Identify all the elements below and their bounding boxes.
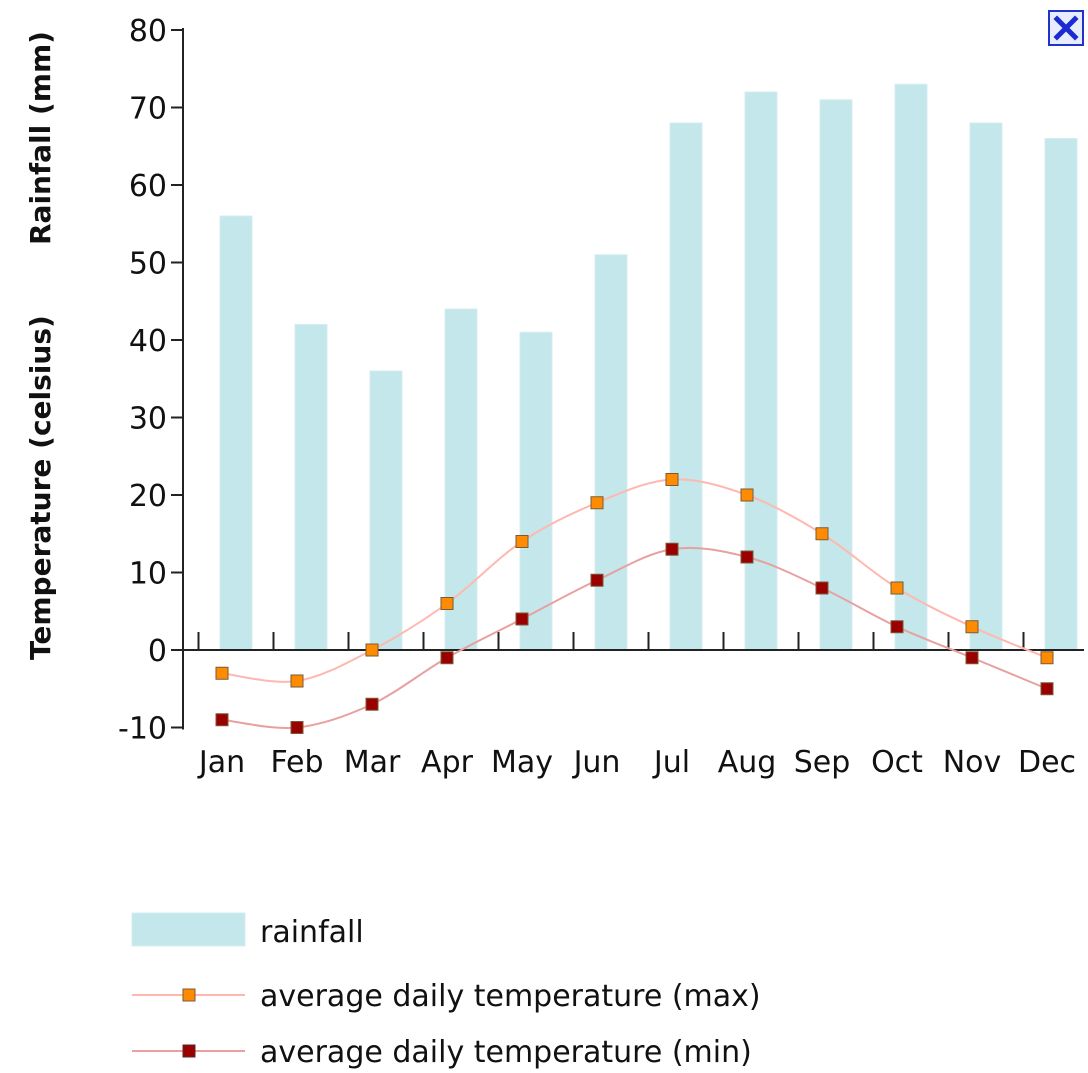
y-tick-label: 50: [129, 247, 167, 282]
rainfall-bar-nov: [969, 122, 1003, 651]
temp-min-point-oct: [890, 620, 904, 634]
legend-marker-temp-min: [182, 1044, 196, 1058]
temp-max-point-aug: [740, 488, 754, 502]
x-tick-label-jul: Jul: [652, 745, 690, 780]
rainfall-bars: [219, 83, 1078, 651]
temp-min-point-apr: [440, 651, 454, 665]
y-axis-label-rainfall: Rainfall (mm): [24, 31, 57, 245]
x-tick-label-aug: Aug: [718, 745, 777, 780]
axes: [182, 28, 1084, 730]
y-axis-label-temperature: Temperature (celsius): [24, 315, 57, 660]
y-tick-label: 70: [129, 92, 167, 127]
legend-label-temp-min: average daily temperature (min): [260, 1035, 752, 1070]
temp-max-point-dec: [1040, 651, 1054, 665]
rainfall-bar-mar: [369, 370, 403, 651]
x-tick-label-sep: Sep: [794, 745, 851, 780]
rainfall-bar-may: [519, 331, 553, 651]
temp-max-point-jun: [590, 496, 604, 510]
temp-min-point-mar: [365, 697, 379, 711]
legend-swatch-rainfall: [131, 912, 246, 947]
y-tick-label: 10: [129, 557, 167, 592]
y-tick-label: -10: [118, 712, 167, 747]
y-tick-label: 40: [129, 324, 167, 359]
close-icon: [1053, 15, 1079, 41]
temp-min-point-may: [515, 612, 529, 626]
y-tick-label: 0: [148, 634, 167, 669]
legend-label-temp-max: average daily temperature (max): [260, 979, 761, 1014]
rainfall-bar-jan: [219, 215, 253, 651]
temperature-lines: [215, 473, 1054, 734]
x-tick-label-may: May: [491, 745, 553, 780]
y-tick-label: 20: [129, 479, 167, 514]
temp-max-point-jul: [665, 473, 679, 486]
temp-min-point-sep: [815, 581, 829, 595]
y-ticks: -10 0 10 20 30 40 50 60 70 80: [118, 14, 183, 747]
temp-min-point-dec: [1040, 682, 1054, 696]
x-tick-label-mar: Mar: [344, 745, 401, 780]
x-tick-label-jan: Jan: [197, 745, 245, 780]
temp-min-point-jan: [215, 713, 229, 727]
x-tick-label-oct: Oct: [871, 745, 923, 780]
temp-max-point-nov: [965, 620, 979, 634]
x-tick-label-feb: Feb: [270, 745, 323, 780]
temp-min-point-nov: [965, 651, 979, 665]
legend: rainfall average daily temperature (max) a…: [131, 912, 761, 1070]
y-tick-label: 30: [129, 402, 167, 437]
x-tick-label-dec: Dec: [1018, 745, 1076, 780]
x-tick-label-apr: Apr: [421, 745, 474, 780]
y-tick-label: 60: [129, 169, 167, 204]
temp-max-point-oct: [890, 581, 904, 595]
x-tick-label-jun: Jun: [572, 745, 621, 780]
legend-label-rainfall: rainfall: [260, 915, 364, 950]
rainfall-bar-sep: [819, 99, 853, 651]
rainfall-bar-dec: [1044, 138, 1078, 651]
rainfall-bar-oct: [894, 83, 928, 651]
rainfall-bar-feb: [294, 324, 328, 651]
rainfall-bar-jul: [669, 122, 703, 651]
temp-min-point-aug: [740, 550, 754, 564]
x-tick-label-nov: Nov: [943, 745, 1002, 780]
legend-marker-temp-max: [182, 988, 196, 1002]
temp-max-point-mar: [365, 643, 379, 657]
close-button[interactable]: [1048, 10, 1084, 46]
rainfall-bar-jun: [594, 254, 628, 651]
temp-max-point-jan: [215, 666, 229, 680]
temp-max-point-apr: [440, 597, 454, 610]
temp-min-point-jun: [590, 573, 604, 587]
y-tick-label: 80: [129, 14, 167, 49]
temp-min-point-jul: [665, 542, 679, 556]
temp-max-point-feb: [290, 674, 304, 688]
x-ticks: Jan Feb Mar Apr May Jun Jul Aug Sep Oct Nov Dec: [197, 745, 1076, 780]
temp-min-point-feb: [290, 721, 304, 734]
temp-max-point-sep: [815, 527, 829, 541]
temp-max-point-may: [515, 535, 529, 548]
